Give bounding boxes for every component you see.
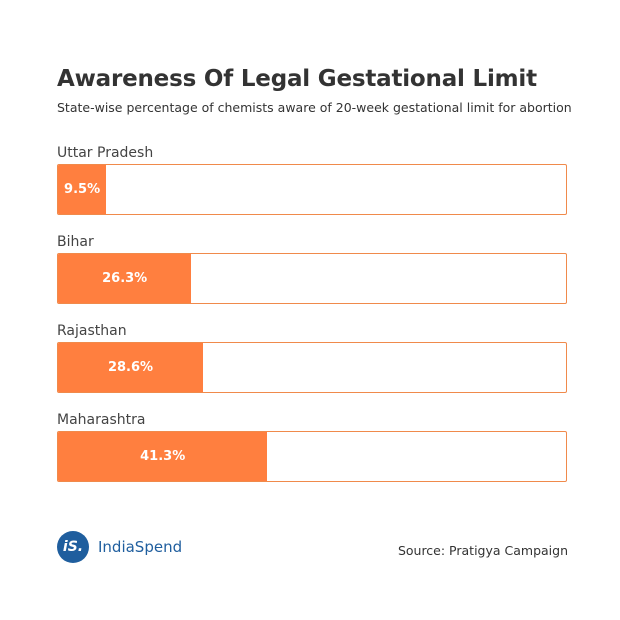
source-note: Source: Pratigya Campaign — [397, 543, 568, 558]
category-label: Maharashtra — [57, 412, 146, 428]
category-label: Bihar — [57, 234, 94, 250]
indiaspend-logo-icon: iS. — [57, 531, 89, 563]
bar-track: 41.3% — [57, 431, 567, 482]
bar-value-label: 41.3% — [140, 449, 186, 464]
bar-value-label: 9.5% — [64, 182, 101, 197]
bar-track: 28.6% — [57, 342, 567, 393]
bar: 28.6% — [58, 343, 203, 392]
bar-track: 9.5% — [57, 164, 567, 215]
indiaspend-logo: iS. IndiaSpend — [57, 531, 182, 563]
category-label: Uttar Pradesh — [57, 145, 154, 161]
indiaspend-logo-text: IndiaSpend — [98, 538, 183, 556]
bar: 41.3% — [58, 432, 268, 481]
bar: 26.3% — [58, 254, 192, 303]
bar-value-label: 26.3% — [102, 271, 148, 286]
bar-track: 26.3% — [57, 253, 567, 304]
bar-value-label: 28.6% — [107, 360, 154, 375]
chart-subtitle: State-wise percentage of chemists aware … — [57, 100, 572, 115]
category-label: Rajasthan — [57, 323, 127, 339]
bar: 9.5% — [58, 165, 107, 214]
chart-title: Awareness Of Legal Gestational Limit — [57, 66, 537, 92]
